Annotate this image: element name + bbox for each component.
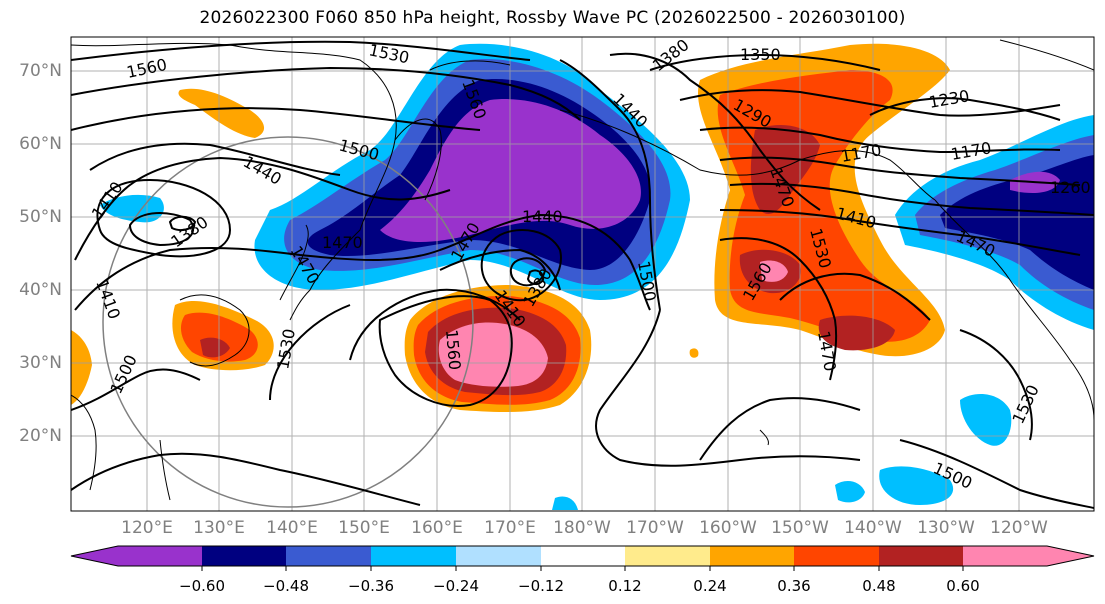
colorbar-swatch	[541, 546, 625, 566]
lon-label: 150°W	[771, 518, 829, 538]
colorbar-swatch	[118, 546, 202, 566]
colorbar-swatch	[286, 546, 371, 566]
colorbar-swatch	[879, 546, 963, 566]
colorbar-tick-label: −0.12	[518, 577, 564, 595]
lon-label: 130°W	[917, 518, 975, 538]
colorbar-swatch	[625, 546, 710, 566]
colorbar-swatch	[710, 546, 794, 566]
colorbar-swatch	[963, 546, 1047, 566]
colorbar-swatch	[456, 546, 541, 566]
reference-circle	[102, 136, 474, 508]
colorbar-swatch	[1047, 546, 1094, 566]
lon-label: 170°E	[484, 518, 536, 538]
lon-label: 120°E	[121, 518, 173, 538]
lon-label: 120°W	[990, 518, 1048, 538]
colorbar-swatch	[794, 546, 879, 566]
contour-label: 1440	[522, 207, 563, 226]
coastlines	[71, 39, 1094, 501]
lon-label: 140°E	[266, 518, 318, 538]
lon-label: 140°W	[844, 518, 902, 538]
colorbar-tick-label: −0.48	[263, 577, 309, 595]
colorbar	[70, 545, 1095, 571]
lon-label: 160°W	[699, 518, 757, 538]
contour-label: 1350	[740, 45, 781, 64]
colorbar-tick-label: −0.60	[179, 577, 225, 595]
colorbar-swatch	[71, 546, 118, 566]
colorbar-tick-label: 0.60	[946, 577, 980, 595]
colorbar-tick-label: 0.24	[693, 577, 727, 595]
lat-label: 40°N	[19, 280, 62, 300]
lon-label: 130°E	[193, 518, 245, 538]
contour-label: 1560	[442, 329, 464, 371]
lon-label: 150°E	[338, 518, 390, 538]
colorbar-tick-label: 0.48	[862, 577, 896, 595]
contour-label: 1260	[1050, 178, 1091, 197]
lat-label: 20°N	[19, 426, 62, 446]
colorbar-tick-label: 0.12	[608, 577, 642, 595]
contour-label: 1470	[322, 233, 363, 252]
colorbar-swatch	[202, 546, 286, 566]
lat-label: 50°N	[19, 207, 62, 227]
height-contours	[71, 40, 1094, 509]
plot-frame	[70, 36, 1095, 512]
map-title: 2026022300 F060 850 hPa height, Rossby W…	[199, 8, 906, 28]
lon-label: 160°E	[411, 518, 463, 538]
lat-label: 30°N	[19, 353, 62, 373]
lat-label: 60°N	[19, 134, 62, 154]
lat-label: 70°N	[19, 61, 62, 81]
colorbar-swatch	[371, 546, 456, 566]
colorbar-tick-label: 0.36	[777, 577, 811, 595]
lon-label: 170°W	[626, 518, 684, 538]
colorbar-tick-label: −0.36	[348, 577, 394, 595]
colorbar-tick-label: −0.24	[433, 577, 479, 595]
lon-label: 180°W	[553, 518, 611, 538]
